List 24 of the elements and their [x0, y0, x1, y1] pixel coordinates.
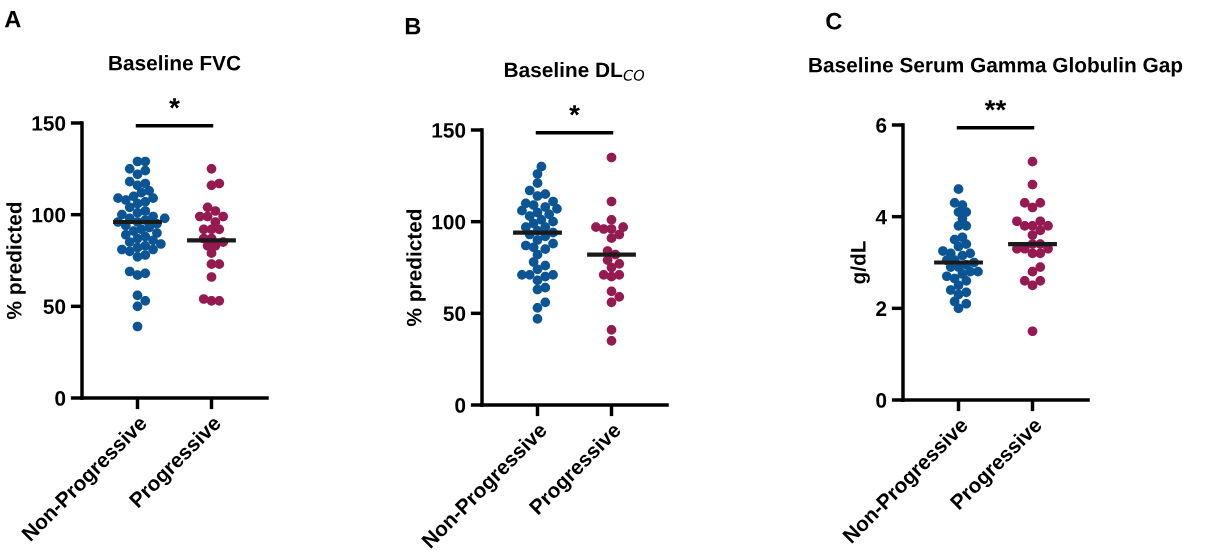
chart-title: Baseline Serum Gamma Globulin Gap — [809, 57, 1183, 77]
y-tick-label: 4 — [875, 209, 887, 225]
y-tick-label: 2 — [876, 301, 887, 316]
y-tick-label: 50 — [43, 299, 66, 315]
text: C — [826, 12, 842, 30]
text: * — [169, 98, 180, 109]
y-axis-title: % predicted — [6, 202, 26, 320]
y-tick-label: 100 — [432, 214, 466, 230]
text: B — [405, 18, 421, 35]
y-tick-label: 50 — [443, 306, 466, 322]
y-tick-label: 0 — [55, 391, 66, 406]
y-tick-label: 100 — [32, 207, 66, 223]
y-axis-title: g/dL — [850, 241, 870, 284]
y-tick-label: 0 — [876, 393, 887, 408]
y-tick-label: 0 — [455, 398, 466, 413]
chart-title: Baseline DL$_{CO}$ — [504, 62, 645, 81]
text: A — [4, 11, 21, 28]
y-tick-label: 150 — [432, 123, 466, 138]
y-axis-title: % predicted — [406, 209, 426, 327]
y-tick-label: 150 — [32, 116, 66, 131]
y-tick-label: 6 — [876, 118, 887, 133]
text: * — [569, 105, 580, 116]
chart-title: Baseline FVC — [109, 55, 241, 71]
text: ** — [984, 100, 1007, 111]
